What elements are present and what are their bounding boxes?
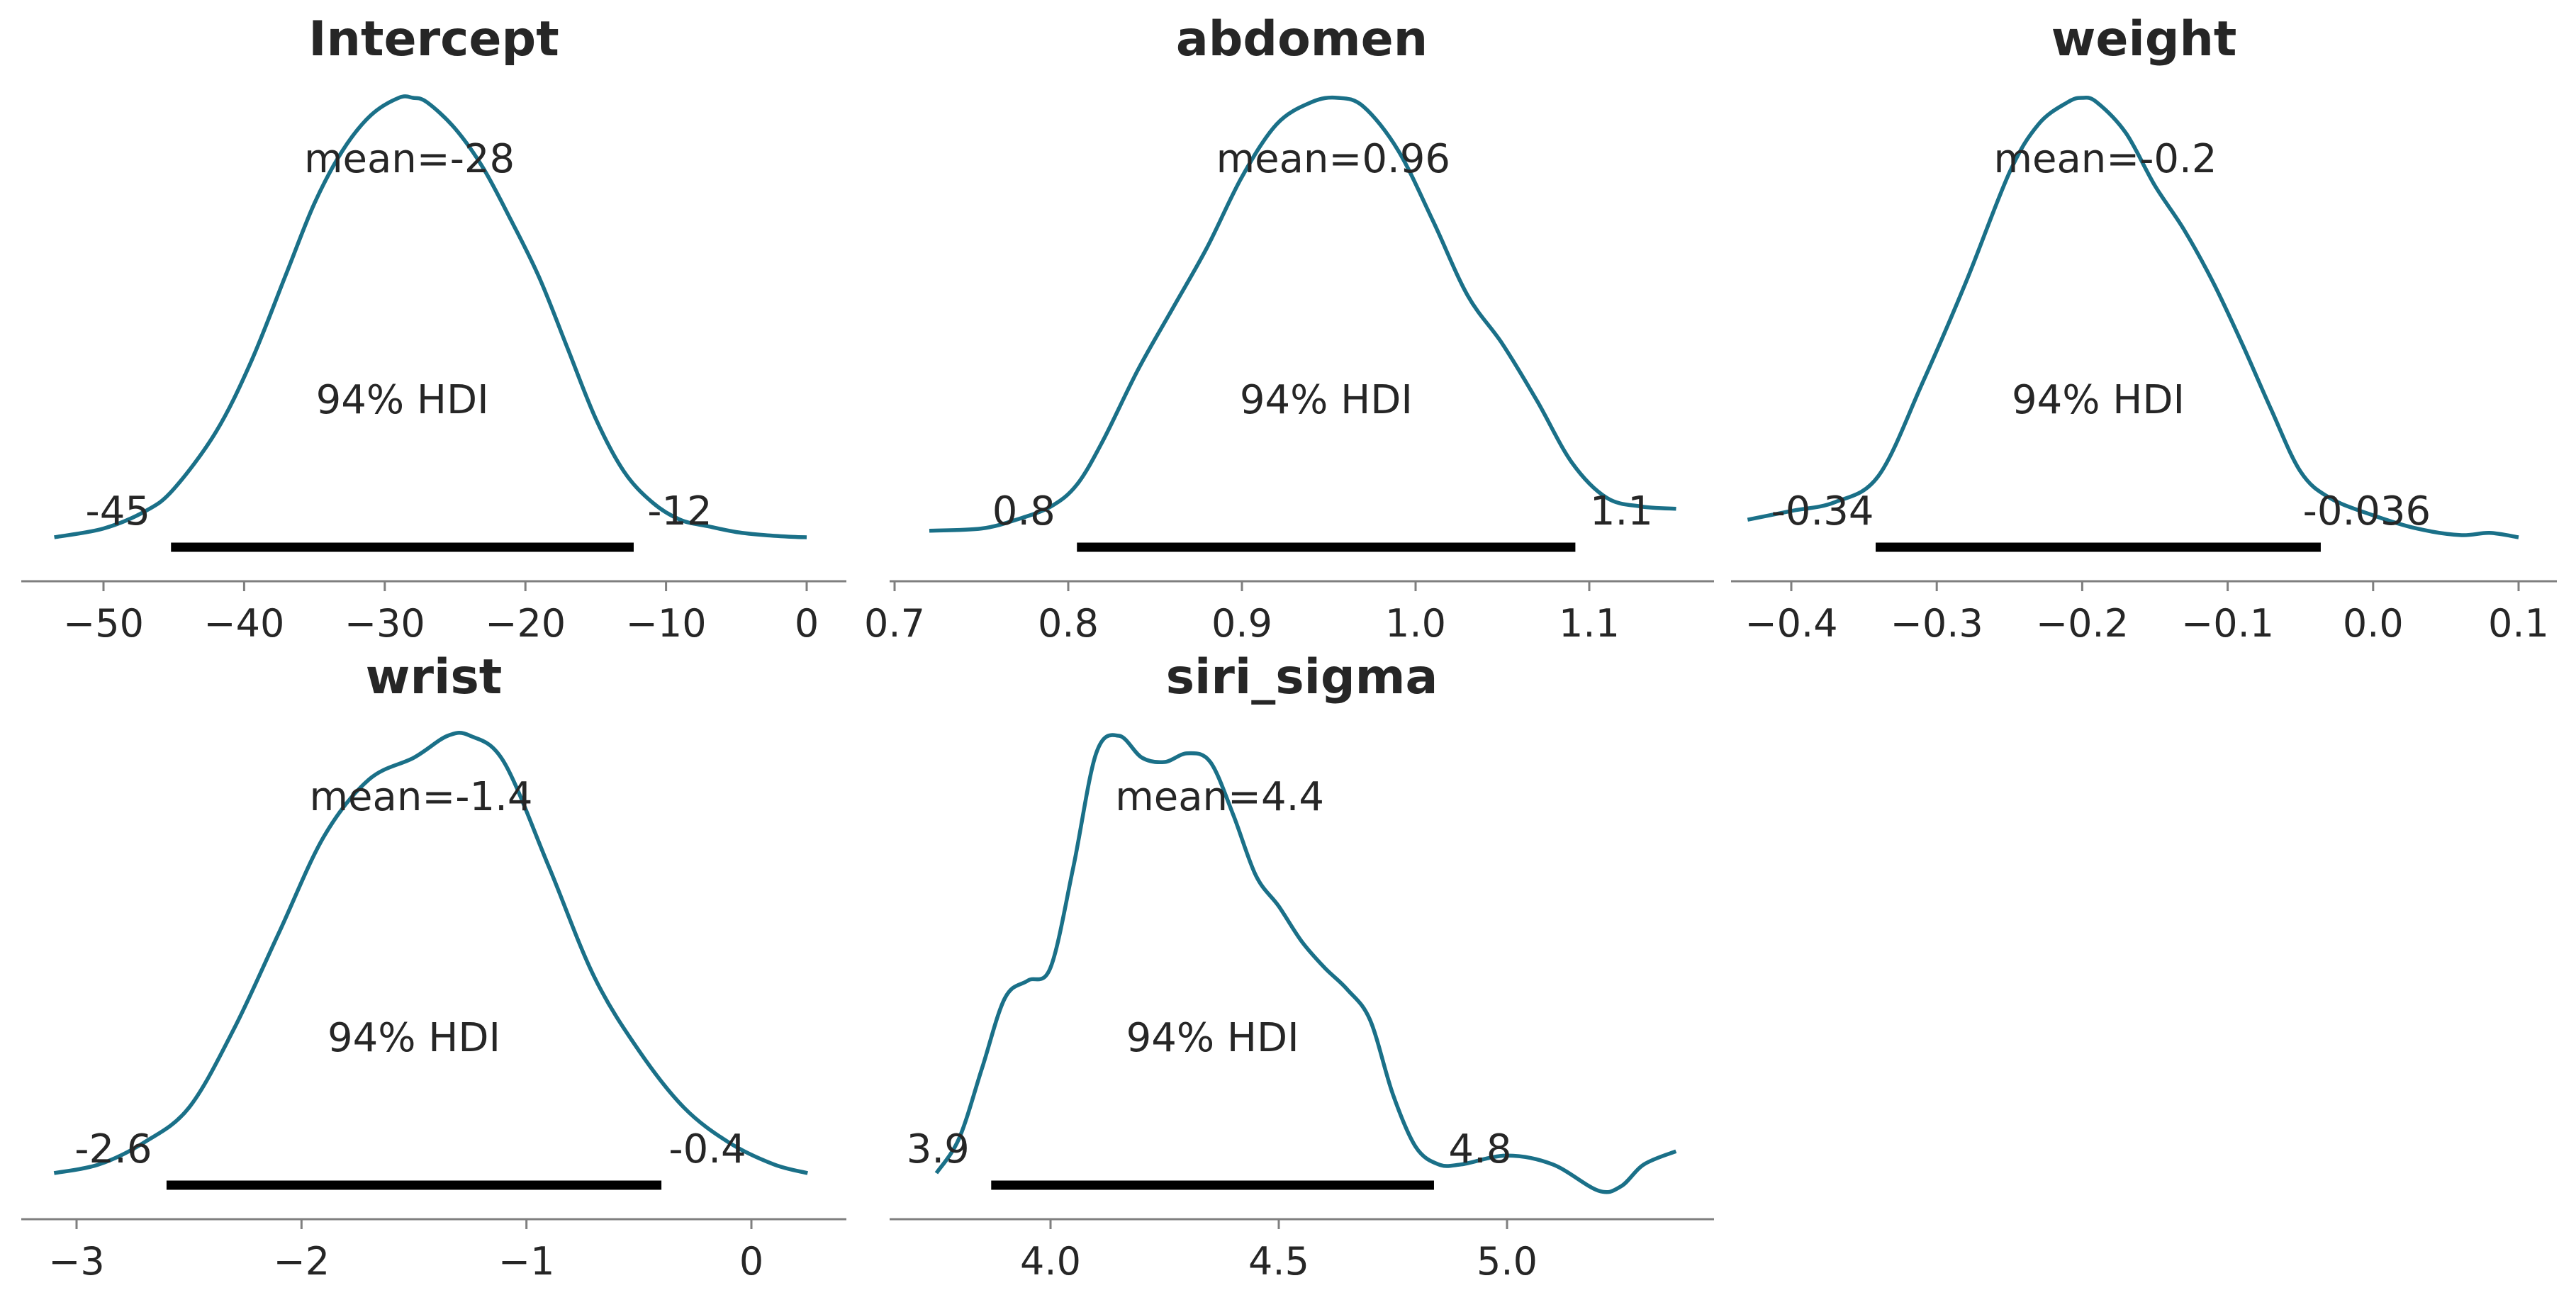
hdi-low-label: -45 <box>85 488 150 534</box>
panel-wrist: wrist -2.6 -0.4 94% HDI mean=-1.4 −3 −2 −1 0 <box>21 649 846 1284</box>
hdi-high-label: 4.8 <box>1448 1126 1511 1172</box>
x-tick-label: 0.7 <box>864 601 925 646</box>
x-tick-label: 4.0 <box>1020 1239 1081 1284</box>
x-tick-label: 0 <box>739 1239 763 1284</box>
mean-label: mean=-1.4 <box>310 774 533 820</box>
density-curve <box>934 733 1677 1194</box>
x-tick-label: −20 <box>485 601 566 646</box>
x-tick-label: 0 <box>795 601 819 646</box>
x-tick-label: −0.4 <box>1745 601 1837 646</box>
x-tick-label: −30 <box>345 601 425 646</box>
hdi-text: 94% HDI <box>316 377 489 423</box>
hdi-low-label: 3.9 <box>907 1126 970 1172</box>
x-tick-label: −0.3 <box>1891 601 1983 646</box>
x-tick-label: −0.1 <box>2181 601 2274 646</box>
x-tick-label: 1.0 <box>1385 601 1446 646</box>
hdi-high-label: 1.1 <box>1590 488 1653 534</box>
hdi-text: 94% HDI <box>327 1015 500 1061</box>
hdi-low-label: -2.6 <box>74 1126 152 1172</box>
mean-label: mean=4.4 <box>1115 774 1324 820</box>
hdi-text: 94% HDI <box>2012 377 2185 423</box>
x-tick-label: 0.0 <box>2343 601 2404 646</box>
density-curve <box>1747 96 2519 539</box>
x-tick-label: 4.5 <box>1248 1239 1309 1284</box>
panel-title: siri_sigma <box>1166 649 1438 705</box>
hdi-high-label: -12 <box>647 488 712 534</box>
panel-siri-sigma: siri_sigma 3.9 4.8 94% HDI mean=4.4 4.0 4.5 5.0 <box>890 649 1714 1284</box>
hdi-high-label: -0.036 <box>2303 488 2431 534</box>
x-tick-label: 1.1 <box>1559 601 1620 646</box>
hdi-high-label: -0.4 <box>668 1126 746 1172</box>
x-tick-label: −50 <box>63 601 144 646</box>
mean-label: mean=0.96 <box>1216 136 1450 182</box>
x-tick-label: −40 <box>203 601 284 646</box>
panel-title: wrist <box>366 649 503 705</box>
x-tick-label: −2 <box>274 1239 330 1284</box>
x-tick-label: −1 <box>498 1239 555 1284</box>
panel-title: abdomen <box>1176 11 1428 67</box>
hdi-text: 94% HDI <box>1126 1015 1299 1061</box>
x-tick-label: 5.0 <box>1477 1239 1538 1284</box>
density-curve <box>54 94 807 539</box>
hdi-low-label: 0.8 <box>992 488 1055 534</box>
panel-abdomen: abdomen 0.8 1.1 94% HDI mean=0.96 0.7 0.8 0.9 1.… <box>864 11 1714 646</box>
x-tick-label: 0.1 <box>2488 601 2549 646</box>
hdi-text: 94% HDI <box>1240 377 1413 423</box>
x-tick-label: 0.8 <box>1038 601 1099 646</box>
panel-Intercept: Intercept -45 -12 94% HDI mean=-28 −50 −40 −30 −… <box>21 11 846 646</box>
density-curve <box>929 95 1676 533</box>
x-tick-label: 0.9 <box>1211 601 1272 646</box>
mean-label: mean=-0.2 <box>1993 136 2217 182</box>
x-tick-label: −3 <box>48 1239 105 1284</box>
hdi-low-label: -0.34 <box>1771 488 1874 534</box>
x-tick-label: −0.2 <box>2036 601 2129 646</box>
mean-label: mean=-28 <box>304 136 515 182</box>
panel-title: weight <box>2051 11 2237 67</box>
density-curve <box>53 731 809 1175</box>
panel-weight: weight -0.34 -0.036 94% HDI mean=-0.2 −0.4 −0.… <box>1731 11 2557 646</box>
x-tick-label: −10 <box>626 601 707 646</box>
panel-title: Intercept <box>308 11 559 67</box>
